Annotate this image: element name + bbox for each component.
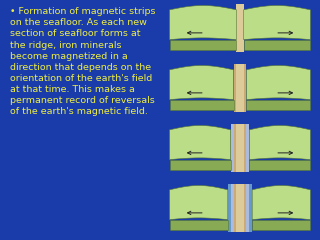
Polygon shape bbox=[234, 64, 246, 112]
Polygon shape bbox=[244, 40, 310, 50]
Polygon shape bbox=[170, 6, 236, 40]
Polygon shape bbox=[170, 126, 231, 160]
Polygon shape bbox=[228, 184, 231, 232]
Polygon shape bbox=[234, 64, 236, 112]
Polygon shape bbox=[228, 184, 252, 232]
Polygon shape bbox=[236, 64, 244, 112]
Polygon shape bbox=[244, 6, 310, 40]
Polygon shape bbox=[170, 186, 228, 220]
Polygon shape bbox=[249, 126, 310, 160]
Polygon shape bbox=[244, 64, 246, 112]
Polygon shape bbox=[249, 184, 252, 232]
Polygon shape bbox=[236, 124, 244, 172]
Polygon shape bbox=[170, 100, 234, 110]
Polygon shape bbox=[231, 124, 249, 172]
Polygon shape bbox=[236, 184, 244, 232]
Polygon shape bbox=[236, 4, 244, 52]
Polygon shape bbox=[170, 40, 236, 50]
Polygon shape bbox=[170, 66, 234, 100]
Polygon shape bbox=[246, 66, 310, 100]
Polygon shape bbox=[246, 124, 249, 172]
Polygon shape bbox=[249, 160, 310, 170]
Polygon shape bbox=[231, 124, 234, 172]
Polygon shape bbox=[252, 186, 310, 220]
Polygon shape bbox=[170, 220, 228, 230]
Polygon shape bbox=[234, 184, 236, 232]
Polygon shape bbox=[244, 184, 246, 232]
Polygon shape bbox=[252, 220, 310, 230]
Polygon shape bbox=[234, 124, 236, 172]
Text: • Formation of magnetic strips
on the seafloor. As each new
section of seafloor : • Formation of magnetic strips on the se… bbox=[10, 7, 155, 116]
Polygon shape bbox=[244, 124, 246, 172]
Polygon shape bbox=[246, 100, 310, 110]
Polygon shape bbox=[170, 160, 231, 170]
Polygon shape bbox=[246, 184, 249, 232]
Polygon shape bbox=[231, 184, 234, 232]
